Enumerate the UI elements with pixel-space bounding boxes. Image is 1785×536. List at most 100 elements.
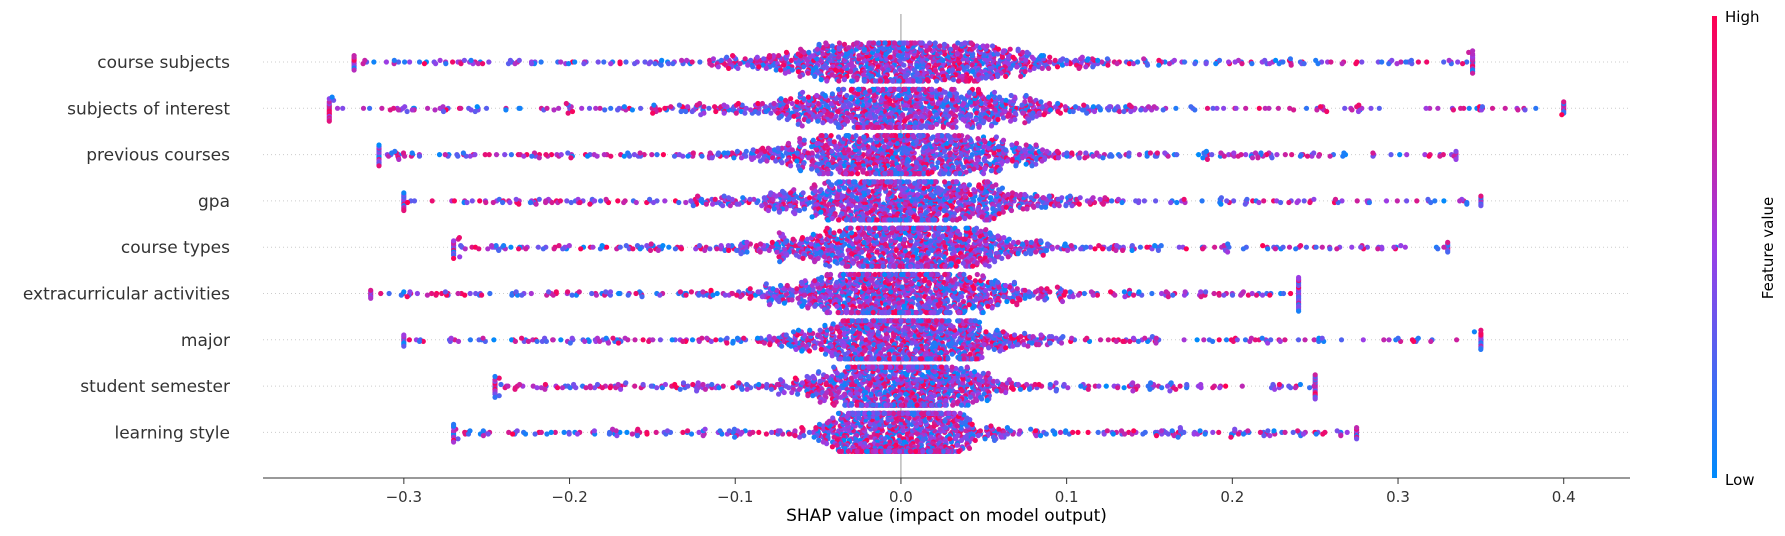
shap-point (1028, 195, 1034, 201)
shap-point (733, 110, 739, 116)
shap-point (881, 144, 887, 150)
shap-point (934, 78, 940, 84)
shap-point (544, 105, 550, 111)
shap-point (1282, 152, 1288, 158)
shap-point (995, 46, 1002, 52)
shap-point (617, 61, 623, 67)
shap-point (690, 203, 696, 209)
shap-point (779, 160, 785, 166)
shap-point (831, 139, 837, 145)
shap-point (910, 133, 916, 139)
shap-point (1389, 57, 1395, 64)
shap-point (918, 124, 924, 130)
shap-point (1046, 100, 1053, 107)
shap-point (1261, 198, 1267, 204)
shap-point (460, 150, 466, 156)
shap-point (685, 104, 691, 110)
shap-point (855, 156, 861, 162)
shap-point (685, 153, 691, 159)
shap-point (603, 196, 609, 202)
shap-point (1450, 107, 1456, 113)
shap-point (1394, 61, 1400, 67)
shap-point (654, 152, 660, 158)
shap-point (577, 199, 583, 206)
shap-point (885, 124, 891, 130)
shap-point (969, 62, 975, 68)
shap-point (829, 43, 835, 49)
shap-point (829, 243, 835, 249)
shap-point (897, 217, 903, 223)
shap-point (1082, 155, 1088, 161)
shap-point (1311, 196, 1317, 202)
shap-point (1076, 155, 1082, 161)
shap-point (689, 59, 695, 65)
shap-point (1192, 61, 1198, 67)
shap-point (1126, 102, 1133, 108)
shap-point (633, 199, 639, 206)
shap-point (805, 94, 812, 100)
shap-point (1280, 59, 1286, 65)
shap-point (798, 168, 804, 174)
shap-point (440, 104, 446, 110)
shap-point (1332, 196, 1339, 202)
shap-point (962, 40, 968, 46)
shap-point (1457, 198, 1463, 204)
shap-point (1018, 73, 1024, 79)
shap-point (968, 40, 974, 46)
shap-point (738, 155, 745, 161)
shap-point (1141, 198, 1147, 204)
shap-point (516, 105, 522, 111)
shap-point (1397, 152, 1403, 158)
shap-point (971, 166, 977, 172)
shap-point (1039, 147, 1046, 153)
shap-point (1105, 62, 1111, 68)
shap-point (776, 115, 782, 121)
shap-point (901, 62, 907, 68)
shap-point (814, 168, 820, 174)
shap-point (971, 187, 977, 193)
shap-point (898, 133, 904, 139)
shap-point (882, 133, 888, 139)
shap-point (861, 134, 867, 140)
shap-point (1023, 92, 1029, 99)
shap-point (483, 105, 490, 111)
shap-point (1109, 153, 1115, 159)
shap-point (855, 124, 861, 130)
shap-point (1242, 201, 1248, 207)
shap-point (436, 152, 443, 158)
shap-point (1244, 196, 1250, 202)
shap-point (721, 102, 727, 108)
shap-point (1435, 105, 1441, 111)
shap-point (776, 209, 783, 215)
shap-point (329, 94, 335, 100)
shap-point (788, 163, 794, 169)
shap-point (383, 59, 389, 65)
shap-point (1415, 59, 1421, 65)
shap-point (800, 89, 806, 95)
shap-point (1502, 105, 1508, 111)
shap-point (815, 118, 821, 124)
shap-point (395, 107, 402, 113)
shap-point (843, 171, 849, 177)
shap-point (1160, 107, 1166, 113)
shap-point (988, 195, 994, 201)
shap-point (1040, 195, 1047, 201)
shap-point (1354, 198, 1360, 204)
shap-point (455, 153, 461, 159)
shap-point (718, 57, 725, 64)
shap-point (903, 171, 910, 177)
shap-point (1203, 148, 1209, 154)
shap-point (749, 156, 755, 162)
shap-point (1073, 57, 1079, 64)
shap-point (568, 199, 574, 206)
shap-point (1311, 150, 1317, 156)
shap-point (960, 116, 966, 123)
shap-point (800, 190, 806, 196)
shap-point (1218, 150, 1224, 156)
shap-point (668, 104, 674, 110)
shap-point (1288, 62, 1294, 68)
shap-point (581, 61, 587, 67)
shap-point (665, 61, 672, 67)
shap-point (1370, 150, 1376, 156)
shap-point (671, 153, 678, 159)
